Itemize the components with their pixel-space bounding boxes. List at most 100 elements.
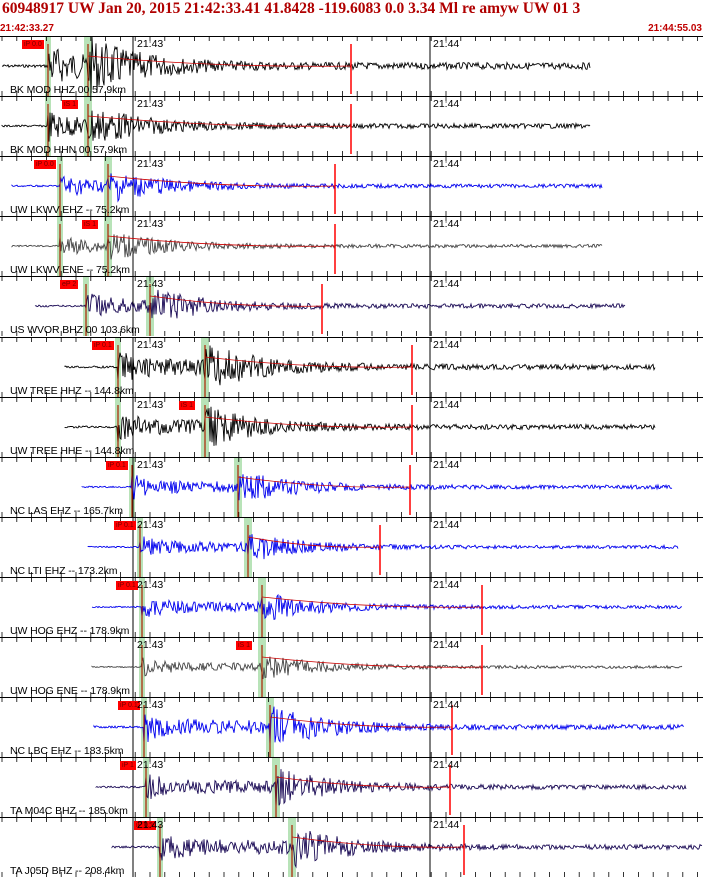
time-label: 21:44	[433, 759, 460, 772]
coda-envelope	[261, 596, 483, 608]
time-label: 21:43	[137, 398, 164, 411]
trace-plot	[0, 697, 703, 758]
station-label: UW TREE HHZ -- 144.8km	[10, 384, 134, 397]
phase-pick-flag[interactable]: iS 1	[62, 100, 79, 110]
time-label: 21:43	[137, 639, 164, 651]
time-label: 21:43	[137, 578, 164, 591]
phase-pick-flag[interactable]: iP 0.0	[22, 40, 44, 49]
time-label: 21:43	[137, 98, 164, 111]
coda-envelope	[275, 776, 451, 788]
phase-pick-flag[interactable]: iP 1	[120, 761, 136, 771]
trace-panel[interactable]: iP 0.1 21:43 21:44 NC LTI EHZ -- 173.2km	[0, 516, 703, 577]
trace-panel[interactable]: eP 2 21:43 21:44 US WVOR BHZ 00 103.6km	[0, 276, 703, 337]
phase-pick-flag[interactable]: iP 0.1	[92, 340, 114, 350]
trace-panel[interactable]: iP 1 21:43 21:44 TA M04C BHZ -- 185.0km	[0, 757, 703, 818]
station-label: TA J05D BHZ -- 208.4km	[10, 865, 125, 878]
station-label: UW LKWV EHZ -- 75.2km	[10, 204, 130, 217]
coda-envelope	[291, 836, 465, 848]
time-label: 21:44	[433, 158, 460, 171]
time-label: 21:44	[433, 218, 460, 231]
trace-plot	[0, 576, 703, 637]
trace-plot	[0, 456, 703, 517]
phase-pick-flag[interactable]: iP 0.1	[116, 580, 138, 590]
waveform	[95, 769, 687, 808]
waveform	[11, 173, 603, 203]
trace-panel[interactable]: iS 1 21:43 21:44 UW LKWV ENE -- 75.2km	[0, 216, 703, 277]
waveform	[34, 290, 626, 319]
header-bar: 60948917 UW Jan 20, 2015 21:42:33.41 41.…	[0, 0, 703, 36]
time-label: 21:44	[433, 819, 460, 832]
phase-pick-flag[interactable]: eP 2	[60, 280, 79, 290]
station-label: BK MOD HHZ 00 57.9km	[10, 84, 126, 96]
trace-panel[interactable]: iS 1 21:43 21:44 UW HOG ENE -- 178.9km	[0, 637, 703, 697]
time-label: 21:43	[137, 278, 164, 291]
trace-plot	[0, 96, 703, 157]
station-label: UW HOG EHZ -- 178.9km	[10, 624, 130, 637]
start-time: 21:42:33.27	[0, 23, 54, 34]
trace-plot	[0, 516, 703, 577]
waveform	[1, 36, 591, 94]
phase-pick-flag[interactable]: iP 0.1	[106, 460, 128, 470]
station-label: NC LBC EHZ -- 183.5km	[10, 745, 124, 758]
waveform	[87, 533, 679, 559]
station-label: TA M04C BHZ -- 185.0km	[10, 805, 128, 818]
phase-pick-flag[interactable]: iP 0.1	[114, 520, 136, 530]
trace-plot	[0, 276, 703, 337]
coda-envelope	[107, 235, 336, 247]
station-label: BK MOD HHN 00 57.9km	[10, 144, 128, 157]
trace-panel[interactable]: iS 1 21:43 21:44 UW TREE HHE -- 144.8km	[0, 396, 703, 457]
waveform	[64, 406, 656, 446]
time-label: 21:43	[137, 518, 164, 531]
waveform	[91, 593, 682, 620]
phase-pick-flag[interactable]: iP 0.1	[134, 821, 156, 831]
time-label: 21:44	[433, 699, 460, 712]
trace-panel[interactable]: iP 0.1 21:43 21:44 NC LAS EHZ -- 165.7km	[0, 456, 703, 517]
trace-panel[interactable]: iS 1 21:43 21:44 BK MOD HHN 00 57.9km	[0, 96, 703, 157]
coda-envelope	[107, 175, 336, 187]
phase-pick-flag[interactable]: iS 1	[179, 400, 196, 410]
trace-panel[interactable]: iP 0.0 21:43 21:44 BK MOD HHZ 00 57.9km	[0, 36, 703, 96]
time-label: 21:43	[137, 218, 164, 231]
station-label: US WVOR BHZ 00 103.6km	[10, 324, 140, 337]
trace-panel[interactable]: iP 0.1 21:43 21:44 UW TREE HHZ -- 144.8km	[0, 336, 703, 397]
coda-envelope	[247, 536, 381, 548]
waveform	[64, 344, 656, 385]
waveform	[111, 831, 703, 869]
trace-plot	[0, 36, 703, 96]
time-label: 21:43	[137, 338, 164, 351]
trace-plot	[0, 637, 703, 697]
coda-envelope	[149, 295, 323, 308]
waveform	[93, 706, 684, 745]
phase-pick-flag[interactable]: iP 0.1	[118, 701, 140, 711]
trace-plot	[0, 216, 703, 277]
coda-envelope	[87, 115, 352, 127]
trace-panel[interactable]: iP 0.1 21:43 21:44 TA J05D BHZ -- 208.4km	[0, 817, 703, 878]
station-label: NC LTI EHZ -- 173.2km	[10, 564, 118, 577]
time-label: 21:43	[137, 38, 164, 50]
phase-pick-flag[interactable]: iP 0.0	[34, 160, 56, 170]
coda-envelope	[204, 356, 413, 368]
time-label: 21:44	[433, 38, 460, 50]
station-label: NC LAS EHZ -- 165.7km	[10, 504, 123, 517]
trace-plot	[0, 817, 703, 878]
time-label: 21:43	[137, 699, 164, 712]
time-label: 21:43	[137, 819, 164, 832]
station-label: UW HOG ENE -- 178.9km	[10, 685, 130, 697]
time-label: 21:44	[433, 518, 460, 531]
end-time: 21:44:55.03	[648, 23, 702, 34]
time-label: 21:44	[433, 578, 460, 591]
trace-plot	[0, 336, 703, 397]
trace-panel[interactable]: iP 0.0 21:43 21:44 UW LKWV EHZ -- 75.2km	[0, 156, 703, 217]
trace-plot	[0, 757, 703, 818]
coda-envelope	[269, 716, 453, 728]
time-label: 21:44	[433, 338, 460, 351]
time-label: 21:44	[433, 639, 460, 651]
phase-pick-flag[interactable]: iS 1	[82, 220, 99, 230]
time-label: 21:44	[433, 98, 460, 111]
trace-panel[interactable]: iP 0.1 21:43 21:44 NC LBC EHZ -- 183.5km	[0, 697, 703, 758]
waveform	[1, 110, 591, 142]
event-title: 60948917 UW Jan 20, 2015 21:42:33.41 41.…	[2, 0, 581, 17]
phase-pick-flag[interactable]: iS 1	[236, 641, 253, 650]
time-label: 21:43	[137, 158, 164, 171]
trace-panel[interactable]: iP 0.1 21:43 21:44 UW HOG EHZ -- 178.9km	[0, 576, 703, 637]
